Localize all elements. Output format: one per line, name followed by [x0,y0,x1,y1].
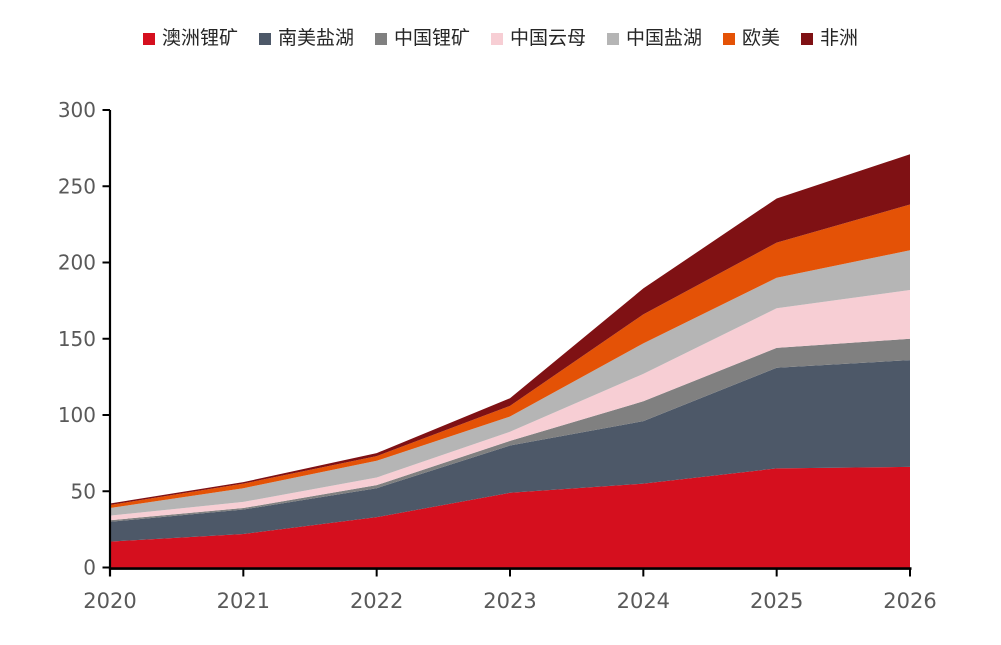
y-tick-label-100: 100 [58,403,96,427]
legend-item-南美盐湖: 南美盐湖 [258,27,354,49]
legend-swatch-icon [723,32,736,45]
legend-item-非洲: 非洲 [801,29,858,48]
y-tick-label-250: 250 [58,174,96,198]
x-tick-label-2020: 2020 [83,589,136,613]
legend-label: 中国盐湖 [626,27,703,49]
legend-swatch-icon [607,32,619,45]
y-tick-label-200: 200 [58,251,96,275]
area-中国盐湖 [110,250,910,516]
legend-label: 中国云母 [509,27,586,49]
y-tick-label-150: 150 [58,327,96,351]
area-中国云母 [110,289,910,521]
area-澳洲锂矿 [110,466,910,568]
legend-item-澳洲锂矿: 澳洲锂矿 [142,27,238,49]
area-非洲 [110,154,910,505]
x-tick-label-2025: 2025 [750,589,803,613]
y-tick-label-50: 50 [71,479,96,503]
y-tick-label-0: 0 [83,556,96,580]
x-tick-label-2022: 2022 [350,589,403,613]
legend-item-欧美: 欧美 [723,29,780,48]
area-南美盐湖 [110,360,910,542]
legend-label: 澳洲锂矿 [161,27,238,49]
legend-swatch-icon [258,32,271,45]
x-tick-label-2024: 2024 [617,589,670,613]
chart-legend: 澳洲锂矿 南美盐湖 中国锂矿 中国云母 中国盐湖 欧美 非洲 [0,29,1001,48]
x-tick-label-2021: 2021 [217,589,270,613]
y-tick-label-300: 300 [58,98,96,122]
legend-swatch-icon [801,32,814,45]
legend-label: 南美盐湖 [277,27,354,49]
legend-swatch-icon [142,32,155,45]
area-中国锂矿 [110,338,910,522]
legend-label: 非洲 [820,27,859,49]
legend-label: 欧美 [742,27,781,49]
legend-item-中国云母: 中国云母 [490,27,586,49]
legend-item-中国锂矿: 中国锂矿 [374,27,470,49]
area-欧美 [110,204,910,509]
legend-swatch-icon [490,32,503,45]
legend-swatch-icon [374,32,387,45]
x-tick-label-2023: 2023 [483,589,536,613]
legend-label: 中国锂矿 [393,27,470,49]
x-tick-label-2026: 2026 [883,589,936,613]
legend-item-中国盐湖: 中国盐湖 [607,29,702,48]
